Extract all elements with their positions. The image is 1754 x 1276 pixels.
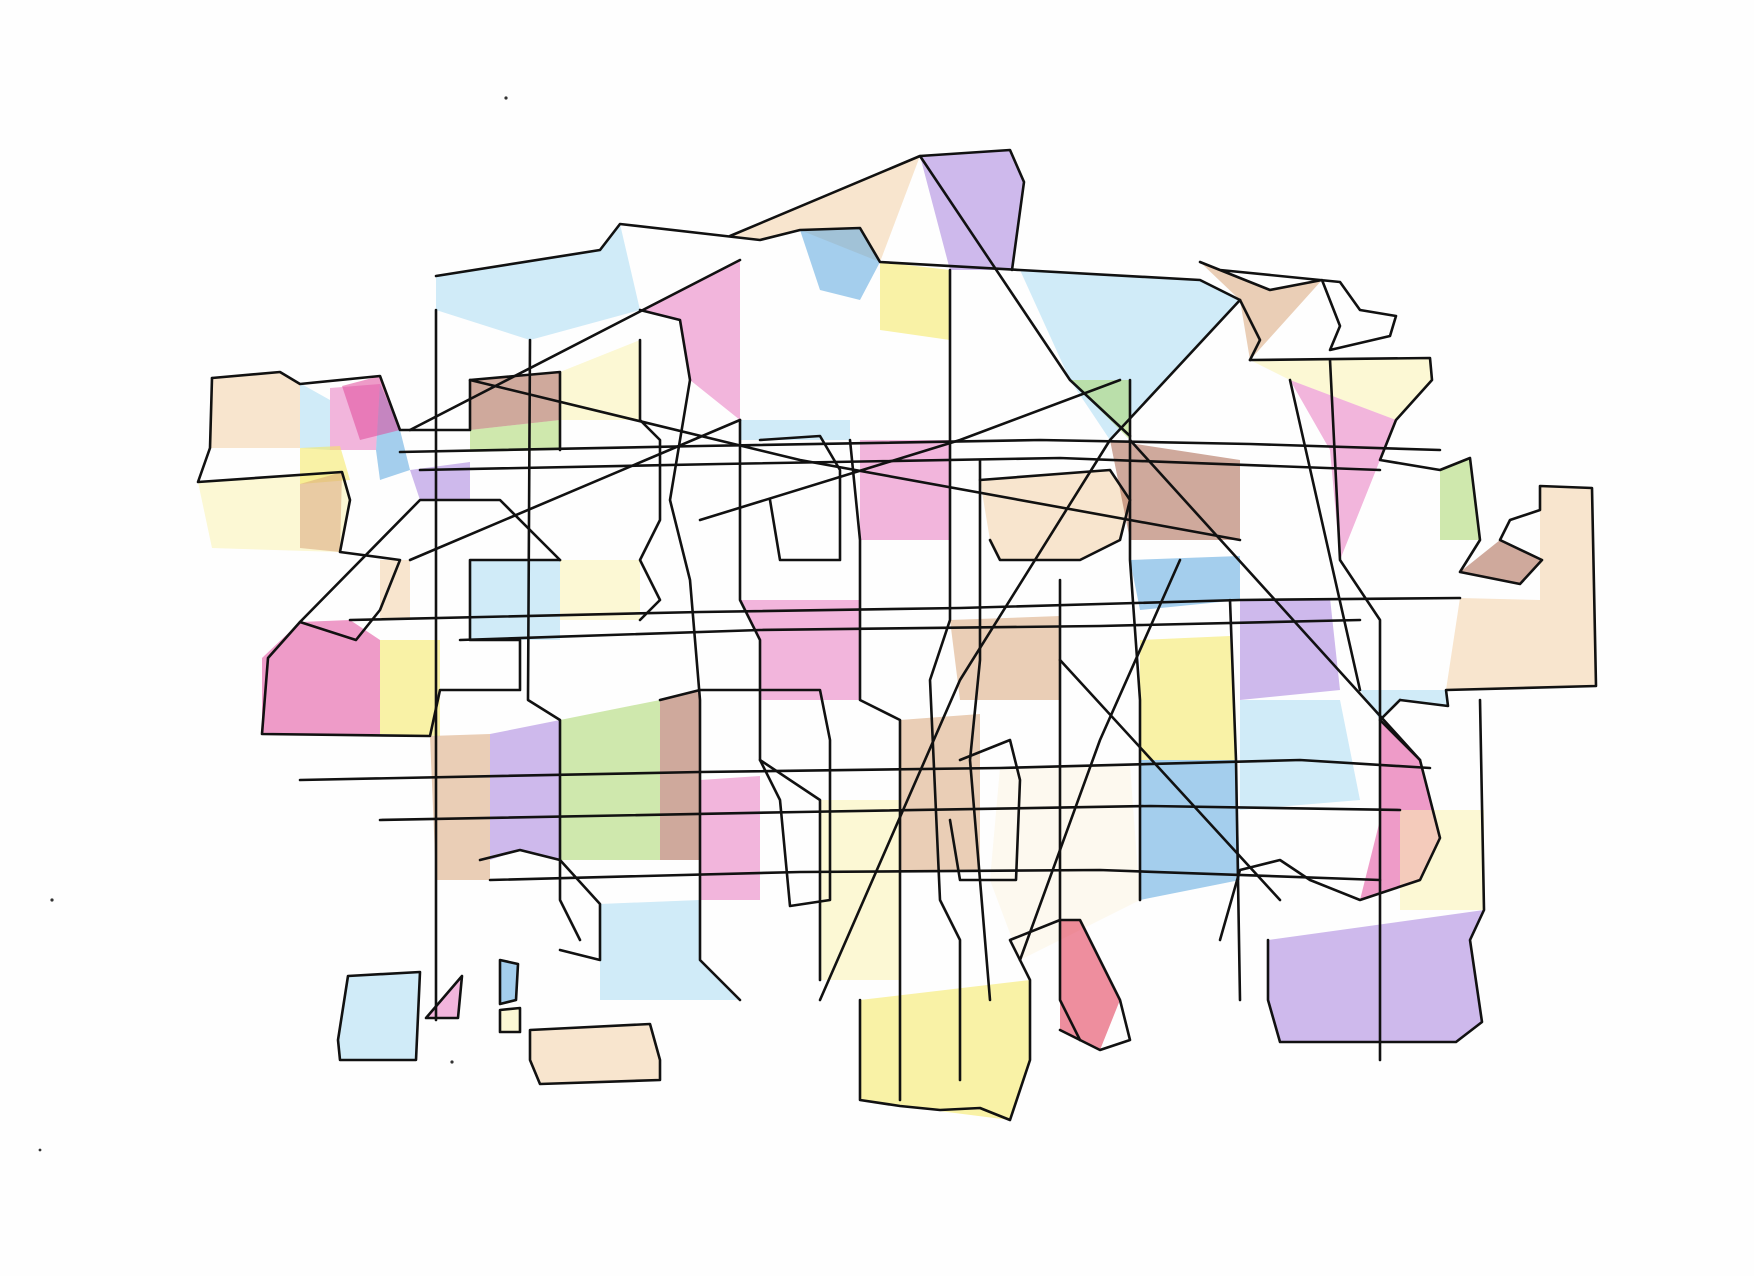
band-upper-2: [418, 456, 1382, 472]
color-region-blue: [1130, 556, 1240, 610]
color-region-peach: [210, 372, 300, 448]
diagonal-a: [408, 258, 742, 432]
outline-corner-square: [336, 970, 422, 1062]
band-upper: [398, 438, 1442, 454]
diagonal-g: [1018, 558, 1182, 962]
color-region-peach: [380, 560, 410, 620]
color-region-pink: [640, 260, 740, 420]
color-region-pale-yellow: [1400, 810, 1484, 910]
color-region-pale-yellow: [560, 560, 640, 620]
color-region-pale-yellow: [500, 1008, 520, 1032]
color-region-tan: [900, 714, 980, 872]
diagonal-e: [698, 378, 1122, 522]
color-region-red: [1060, 920, 1120, 1050]
hook-right: [978, 468, 1132, 562]
outline-bottom-center: [858, 918, 1132, 1122]
hook-right-2: [948, 738, 1022, 882]
color-region-yellow: [860, 980, 1030, 1120]
color-region-pink: [860, 440, 950, 540]
color-region-peach: [1446, 486, 1596, 690]
color-region-brown: [470, 372, 560, 430]
vertical-9: [1128, 378, 1142, 902]
color-region-pink: [1290, 380, 1396, 560]
vertical-5: [848, 438, 902, 1102]
color-region-light-blue: [436, 224, 640, 340]
color-region-pale-yellow: [560, 340, 640, 420]
vertical-2: [526, 338, 582, 942]
color-region-violet: [920, 150, 1024, 270]
color-region-blue: [800, 228, 880, 300]
color-region-peach: [530, 1024, 660, 1084]
diagonal-b: [468, 378, 1242, 542]
outline-right-wing: [1248, 356, 1598, 708]
color-region-yellow: [380, 640, 440, 736]
color-region-tan: [300, 472, 342, 552]
color-region-light-blue: [280, 372, 330, 450]
color-region-pink: [740, 600, 860, 700]
color-region-light-blue: [470, 560, 560, 640]
band-bottom: [488, 868, 1382, 882]
color-region-green: [470, 420, 560, 452]
diagonal-j: [1288, 378, 1362, 692]
vertical-10: [1228, 598, 1242, 1002]
hook-center-2: [758, 434, 842, 562]
paper-specks: [38, 96, 508, 1152]
outline-top-peak: [728, 148, 1132, 438]
diagonal-h: [1058, 658, 1282, 902]
color-region-violet: [490, 720, 560, 860]
color-region-violet: [410, 462, 470, 500]
vertical-11: [1328, 358, 1382, 1062]
outline-bottom-left: [528, 1022, 662, 1086]
outline-top-right-spike: [1198, 260, 1398, 352]
color-region-light-blue: [600, 900, 740, 1000]
color-region-green: [1440, 458, 1480, 540]
vertical-8: [1058, 578, 1082, 1042]
color-region-violet: [1240, 598, 1340, 700]
diagonal-c: [408, 418, 742, 562]
color-region-pale-yellow: [1250, 358, 1432, 420]
outline-small-tab: [498, 958, 522, 1034]
color-region-blue: [1140, 760, 1240, 900]
color-region-pale-yellow: [820, 800, 900, 980]
hook-left: [638, 338, 662, 622]
hook-lower: [478, 848, 602, 962]
outline-right-lower: [1218, 698, 1442, 942]
vertical-3: [638, 308, 742, 1002]
color-region-light-blue: [338, 972, 420, 1060]
color-region-yellow: [1140, 636, 1236, 760]
vertical-6: [928, 268, 962, 1082]
color-region-violet: [1268, 910, 1484, 1042]
color-region-cream: [990, 766, 1140, 960]
color-region-tan: [430, 734, 490, 880]
outline-bottom-right: [1266, 698, 1486, 1044]
band-middle: [348, 596, 1462, 622]
color-region-pink: [700, 776, 760, 900]
hook-center: [658, 688, 832, 908]
color-region-light-blue: [1240, 700, 1360, 810]
color-region-green: [560, 700, 660, 860]
color-region-light-blue: [1020, 270, 1240, 440]
outline-small-triangle: [424, 974, 464, 1020]
vertical-4: [738, 418, 822, 982]
colored-pencil-fills: [198, 150, 1596, 1120]
outline-top-band: [434, 222, 1262, 362]
band-lower: [298, 758, 1432, 782]
ink-outlines: [196, 148, 1598, 1122]
color-region-magenta: [262, 620, 380, 734]
color-region-yellow: [880, 262, 950, 340]
color-region-light-blue: [740, 420, 850, 440]
color-region-brown: [1460, 540, 1542, 584]
color-region-brown: [660, 690, 700, 860]
color-region-light-blue: [1360, 690, 1448, 720]
color-region-blue: [500, 960, 518, 1004]
color-region-peach: [980, 470, 1130, 560]
